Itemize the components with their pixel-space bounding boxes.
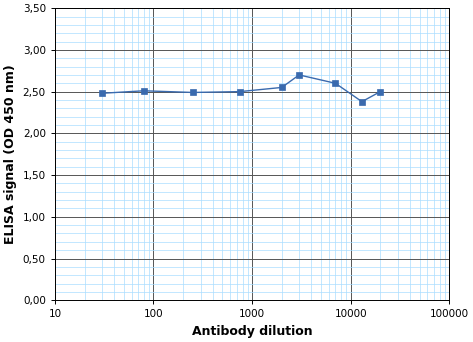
Y-axis label: ELISA signal (OD 450 nm): ELISA signal (OD 450 nm) <box>4 64 17 244</box>
X-axis label: Antibody dilution: Antibody dilution <box>192 325 312 338</box>
